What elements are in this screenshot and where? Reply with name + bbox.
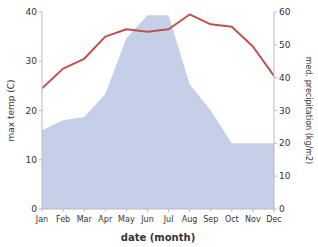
x-tick-label: Apr bbox=[98, 215, 113, 224]
x-tick bbox=[210, 209, 211, 212]
y-tick bbox=[39, 159, 42, 160]
x-tick bbox=[147, 209, 148, 212]
x-axis-title: date (month) bbox=[121, 232, 195, 243]
y2-tick bbox=[274, 110, 277, 111]
y2-tick bbox=[274, 143, 277, 144]
y2-tick-label: 10 bbox=[279, 171, 291, 181]
plot-area bbox=[42, 14, 274, 209]
background bbox=[0, 0, 318, 247]
x-tick-label: Mar bbox=[77, 215, 93, 224]
y-tick bbox=[39, 12, 42, 13]
x-tick bbox=[252, 209, 253, 212]
x-axis-line bbox=[42, 209, 274, 210]
y2-tick-label: 50 bbox=[279, 40, 291, 50]
y-axis-title: max temp (C) bbox=[6, 79, 16, 141]
y2-tick-label: 40 bbox=[279, 73, 291, 83]
area bbox=[42, 15, 274, 209]
y-tick bbox=[39, 110, 42, 111]
line bbox=[42, 14, 274, 88]
x-tick-label: Jan bbox=[35, 215, 48, 224]
x-tick-label: Dec bbox=[266, 215, 281, 224]
chart: 0 10 20 30 40 0 10 20 30 40 50 60 Jan Feb Mar Apr May Jun… bbox=[0, 0, 318, 247]
y-tick-label: 0 bbox=[31, 204, 37, 214]
x-tick bbox=[126, 209, 127, 212]
x-tick-label: Feb bbox=[56, 215, 70, 224]
y-tick bbox=[39, 61, 42, 62]
x-tick bbox=[231, 209, 232, 212]
x-tick bbox=[105, 209, 106, 212]
y-tick-label: 10 bbox=[26, 155, 38, 165]
y-tick-label: 40 bbox=[26, 7, 38, 17]
y2-tick-label: 30 bbox=[279, 106, 291, 116]
y2-tick bbox=[274, 44, 277, 45]
x-tick bbox=[42, 209, 43, 212]
x-tick bbox=[84, 209, 85, 212]
x-tick-label: Jul bbox=[163, 215, 174, 224]
x-tick-label: Aug bbox=[182, 215, 198, 224]
y2-tick-label: 20 bbox=[279, 138, 291, 148]
x-tick bbox=[168, 209, 169, 212]
y2-axis-title: med. precipitation (kg/m2) bbox=[304, 57, 313, 164]
x-tick-label: Jun bbox=[140, 215, 154, 224]
x-tick-label: Sep bbox=[203, 215, 218, 224]
y2-tick-label: 60 bbox=[279, 7, 291, 17]
y2-tick bbox=[274, 77, 277, 78]
x-tick bbox=[63, 209, 64, 212]
y2-tick bbox=[274, 12, 277, 13]
y-tick-label: 20 bbox=[26, 106, 38, 116]
x-tick bbox=[189, 209, 190, 212]
y-tick-label: 30 bbox=[26, 56, 38, 66]
x-tick-label: Nov bbox=[245, 215, 261, 224]
y2-tick bbox=[274, 176, 277, 177]
x-tick bbox=[274, 209, 275, 212]
x-tick-label: Oct bbox=[225, 215, 239, 224]
y2-tick-label: 0 bbox=[279, 204, 285, 214]
x-tick-label: May bbox=[118, 215, 135, 224]
